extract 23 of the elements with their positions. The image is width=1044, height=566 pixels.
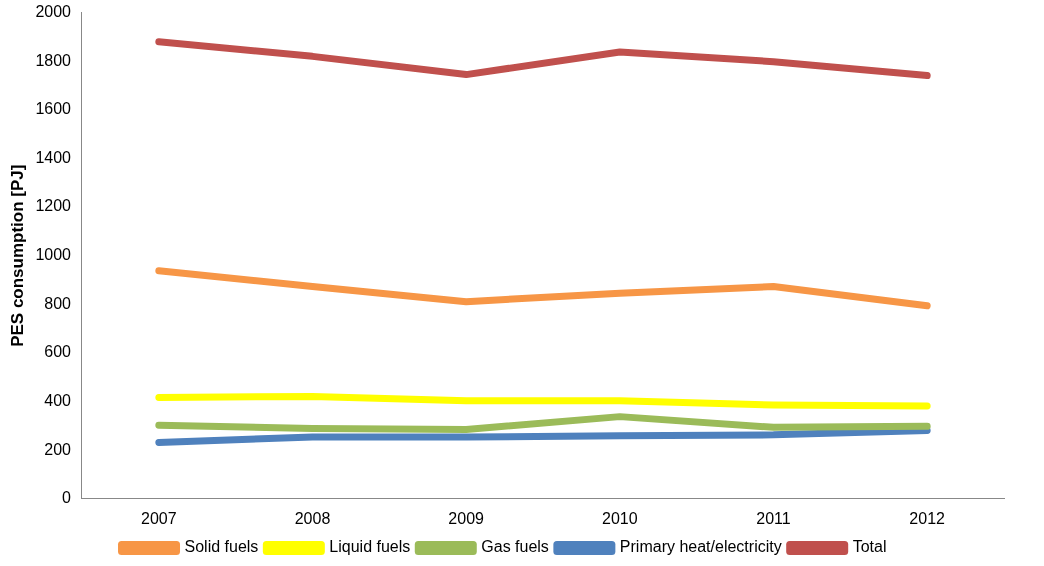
legend-label: Primary heat/electricity	[619, 538, 782, 556]
legend-label: Liquid fuels	[329, 538, 411, 556]
y-tick-label: 600	[44, 343, 72, 361]
y-tick-label: 200	[44, 440, 72, 458]
x-tick-label: 2010	[602, 509, 638, 527]
x-tick-label: 2009	[448, 509, 485, 527]
x-tick-label: 2007	[141, 509, 177, 527]
y-tick-label: 2000	[35, 3, 72, 21]
legend-label: Total	[852, 538, 887, 556]
legend-label: Solid fuels	[184, 538, 259, 556]
x-tick-label: 2008	[294, 509, 331, 527]
y-tick-label: 1000	[35, 246, 72, 264]
legend-label: Gas fuels	[481, 538, 549, 556]
y-tick-label: 1400	[35, 148, 72, 166]
y-tick-label: 400	[44, 391, 72, 409]
y-tick-label: 1600	[35, 100, 72, 118]
y-tick-label: 0	[62, 489, 72, 507]
x-tick-label: 2012	[909, 509, 946, 527]
x-tick-label: 2011	[756, 509, 791, 527]
y-tick-label: 800	[44, 294, 72, 312]
y-tick-label: 1800	[35, 51, 72, 69]
y-tick-label: 1200	[35, 197, 72, 215]
y-axis-title: PES consumption [PJ]	[7, 164, 27, 347]
